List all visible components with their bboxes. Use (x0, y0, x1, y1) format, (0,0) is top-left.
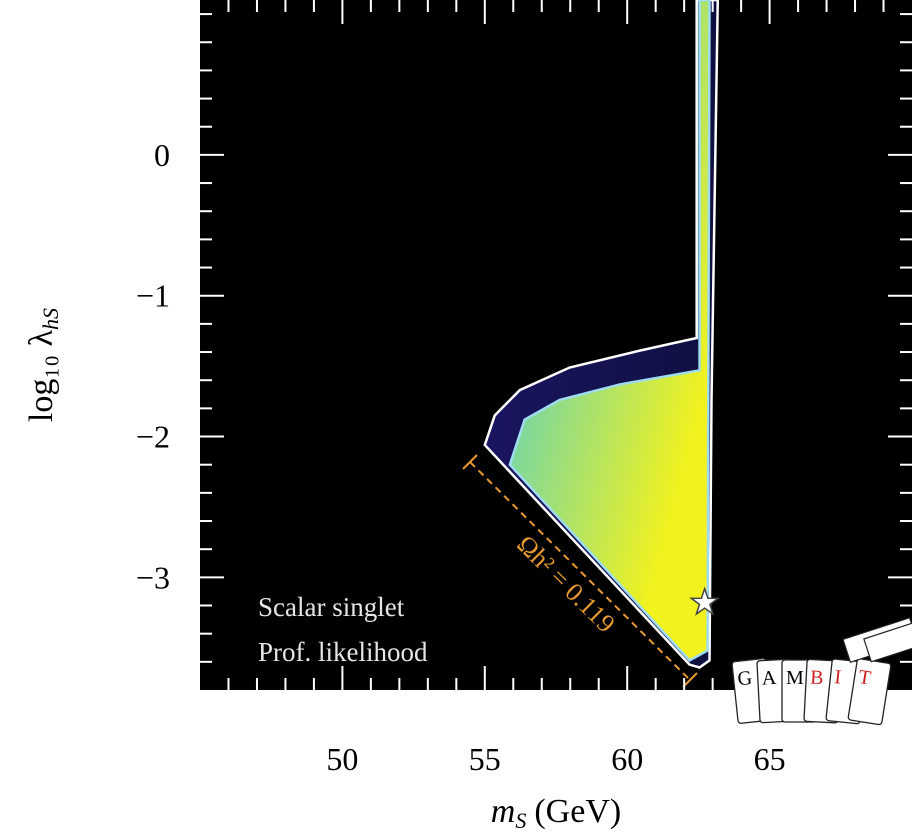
annotation-arrow-end (462, 454, 478, 470)
logo-letter: M (786, 667, 804, 689)
x-label-sub: S (515, 808, 526, 832)
logo-letter: I (833, 666, 842, 689)
legend-text: Scalar singlet (258, 592, 405, 622)
logo-letter: G (737, 667, 754, 690)
plot-layer (483, 0, 720, 669)
best-fit-star (689, 586, 721, 616)
x-tick-label: 60 (611, 741, 643, 777)
logo-letter: T (857, 666, 873, 690)
x-label-unit: (GeV) (534, 793, 621, 830)
x-axis-label: mS (GeV) (491, 793, 621, 832)
card-back (863, 616, 912, 663)
plot-background (200, 0, 912, 690)
y-tick-label: −1 (136, 278, 170, 314)
x-label-main: m (491, 793, 516, 830)
x-tick-label: 55 (469, 741, 501, 777)
y-tick-label: 0 (154, 137, 170, 173)
y-tick-label: −2 (136, 419, 170, 455)
y-label-sub: hS (38, 308, 63, 330)
x-tick-label: 50 (326, 741, 358, 777)
logo-letter: A (761, 667, 777, 690)
legend-text: Prof. likelihood (258, 637, 428, 667)
likelihood-contour (508, 0, 711, 662)
annotation-arrow-end (682, 672, 698, 688)
y-axis-label: log₁₀ λhS (23, 308, 63, 422)
x-tick-label: 65 (754, 741, 786, 777)
annotation-arrow (469, 461, 691, 681)
logo-letter: B (810, 666, 824, 689)
y-label-main: log₁₀ λ (23, 329, 60, 422)
y-tick-label: −3 (136, 559, 170, 595)
